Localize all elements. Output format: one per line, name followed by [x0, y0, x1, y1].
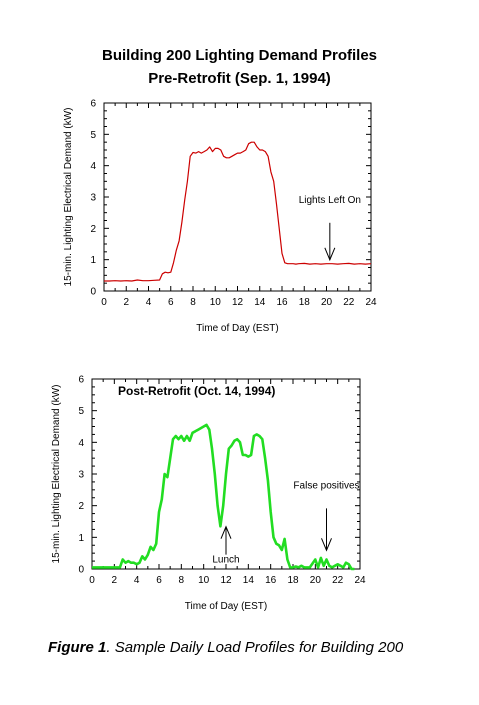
x-tick-label: 24 — [354, 575, 366, 586]
y-tick-label: 6 — [78, 375, 84, 386]
x-tick-label: 6 — [156, 575, 162, 586]
page-subtitle: Pre-Retrofit (Sep. 1, 1994) — [148, 70, 331, 87]
y-tick-label: 2 — [90, 224, 96, 235]
series-line — [104, 141, 372, 282]
x-tick-label: 8 — [179, 575, 185, 586]
x-tick-label: 6 — [168, 297, 174, 308]
x-tick-label: 18 — [287, 575, 299, 586]
annotation-arrow-head — [321, 538, 332, 552]
annotation-label: False positives — [293, 480, 359, 491]
y-axis-label: 15-min. Lighting Electrical Demand (kW) — [51, 385, 62, 564]
x-tick-label: 20 — [310, 575, 322, 586]
x-axis-label: Time of Day (EST) — [185, 601, 267, 612]
figure-caption-text: . Sample Daily Load Profiles for Buildin… — [106, 639, 404, 656]
x-tick-label: 22 — [343, 297, 355, 308]
annotation-label: Lights Left On — [299, 195, 361, 206]
x-tick-label: 18 — [299, 297, 311, 308]
x-tick-label: 0 — [89, 575, 95, 586]
x-tick-label: 14 — [254, 297, 266, 308]
y-tick-label: 1 — [78, 533, 84, 544]
y-tick-label: 5 — [78, 406, 84, 417]
x-tick-label: 20 — [321, 297, 333, 308]
x-tick-label: 8 — [190, 297, 196, 308]
y-tick-label: 5 — [90, 130, 96, 141]
x-tick-label: 4 — [134, 575, 140, 586]
figure-caption-label: Figure 1 — [48, 639, 107, 656]
annotation-arrow-head — [220, 525, 232, 539]
figure-caption: Figure 1. Sample Daily Load Profiles for… — [48, 639, 403, 656]
x-tick-label: 14 — [243, 575, 255, 586]
x-axis-label: Time of Day (EST) — [196, 323, 278, 334]
y-tick-label: 4 — [90, 161, 96, 172]
annotation-arrow-head — [324, 247, 336, 262]
chart-title: Post-Retrofit (Oct. 14, 1994) — [118, 384, 275, 398]
x-tick-label: 10 — [210, 297, 222, 308]
x-tick-label: 16 — [276, 297, 288, 308]
page-title: Building 200 Lighting Demand Profiles — [101, 47, 378, 64]
y-tick-label: 1 — [90, 255, 96, 266]
y-tick-label: 3 — [78, 470, 84, 481]
y-tick-label: 0 — [90, 287, 96, 298]
x-tick-label: 16 — [265, 575, 277, 586]
y-tick-label: 2 — [78, 501, 84, 512]
x-tick-label: 2 — [112, 575, 118, 586]
y-tick-label: 6 — [90, 99, 96, 110]
y-axis-label: 15-min. Lighting Electrical Demand (kW) — [63, 108, 74, 287]
x-tick-label: 12 — [232, 297, 244, 308]
annotation-label: Lunch — [212, 555, 239, 566]
y-tick-label: 0 — [78, 565, 84, 576]
x-tick-label: 4 — [146, 297, 152, 308]
y-tick-label: 3 — [90, 193, 96, 204]
x-tick-label: 12 — [220, 575, 232, 586]
x-tick-label: 0 — [101, 297, 107, 308]
x-tick-label: 2 — [123, 297, 129, 308]
x-tick-label: 22 — [332, 575, 344, 586]
x-tick-label: 24 — [365, 297, 377, 308]
x-tick-label: 10 — [198, 575, 210, 586]
y-tick-label: 4 — [78, 438, 84, 449]
series-line — [92, 423, 355, 571]
